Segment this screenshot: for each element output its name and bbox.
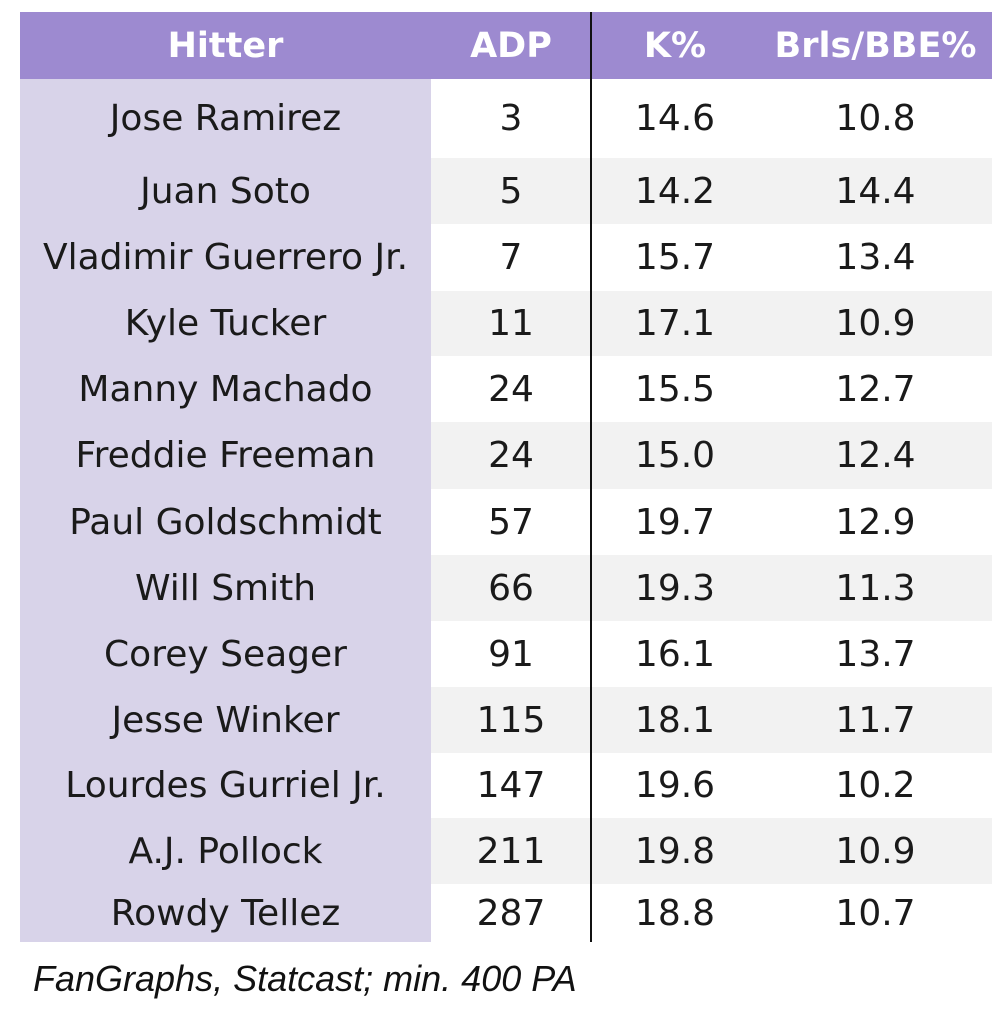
cell-adp: 5 xyxy=(431,158,591,224)
cell-hitter: Paul Goldschmidt xyxy=(20,489,431,555)
cell-hitter: A.J. Pollock xyxy=(20,818,431,884)
cell-k-pct: 19.3 xyxy=(591,555,759,621)
cell-hitter: Jesse Winker xyxy=(20,687,431,753)
cell-adp: 211 xyxy=(431,818,591,884)
header-hitter: Hitter xyxy=(167,25,284,66)
cell-adp: 3 xyxy=(499,98,523,139)
cell-hitter: Rowdy Tellez xyxy=(20,884,431,942)
cell-brls-bbe-pct: 13.7 xyxy=(835,633,916,675)
cell-hitter: Lourdes Gurriel Jr. xyxy=(20,753,431,818)
cell-brls-bbe-pct: 11.7 xyxy=(759,687,992,753)
cell-k-pct: 15.0 xyxy=(591,422,759,489)
table-row: A.J. Pollock 211 19.8 10.9 xyxy=(20,818,992,884)
table-row: Paul Goldschmidt 57 19.7 12.9 xyxy=(20,489,992,555)
cell-k-pct: 15.5 xyxy=(634,368,716,410)
header-adp: ADP xyxy=(470,25,552,66)
cell-k-pct: 16.1 xyxy=(634,633,716,675)
cell-brls-bbe-pct: 10.2 xyxy=(835,765,916,806)
cell-adp: 24 xyxy=(431,422,591,489)
cell-hitter: Juan Soto xyxy=(20,158,431,224)
cell-brls-bbe-pct: 10.9 xyxy=(759,818,992,884)
cell-adp: 66 xyxy=(431,555,591,621)
cell-adp: 115 xyxy=(431,687,591,753)
cell-brls-bbe-pct: 12.9 xyxy=(835,501,916,543)
table-row: Vladimir Guerrero Jr. 7 15.7 13.4 xyxy=(20,224,992,291)
source-note: FanGraphs, Statcast; min. 400 PA xyxy=(33,958,577,999)
cell-k-pct: 18.8 xyxy=(634,892,716,934)
cell-hitter: Jose Ramirez xyxy=(20,79,431,158)
cell-k-pct: 15.7 xyxy=(634,237,716,278)
cell-hitter: Manny Machado xyxy=(20,356,431,422)
cell-k-pct: 19.7 xyxy=(634,501,716,543)
table-header-row: Hitter ADP K% Brls/BBE% xyxy=(20,12,992,79)
cell-k-pct: 19.8 xyxy=(591,818,759,884)
cell-k-pct: 17.1 xyxy=(591,291,759,356)
table-row: Corey Seager 91 16.1 13.7 xyxy=(20,621,992,687)
table-row: Jesse Winker 115 18.1 11.7 xyxy=(20,687,992,753)
header-brls-bbe-pct: Brls/BBE% xyxy=(774,25,977,66)
cell-brls-bbe-pct: 10.9 xyxy=(759,291,992,356)
cell-brls-bbe-pct: 10.7 xyxy=(835,892,916,934)
table-row: Kyle Tucker 11 17.1 10.9 xyxy=(20,291,992,356)
cell-adp: 147 xyxy=(476,765,546,806)
cell-adp: 11 xyxy=(431,291,591,356)
table-row: Manny Machado 24 15.5 12.7 xyxy=(20,356,992,422)
table-row: Jose Ramirez 3 14.6 10.8 xyxy=(20,79,992,158)
table-row: Will Smith 66 19.3 11.3 xyxy=(20,555,992,621)
cell-adp: 91 xyxy=(488,633,534,675)
cell-k-pct: 14.6 xyxy=(634,98,716,139)
cell-brls-bbe-pct: 10.8 xyxy=(835,98,916,139)
table-row: Freddie Freeman 24 15.0 12.4 xyxy=(20,422,992,489)
cell-brls-bbe-pct: 12.4 xyxy=(759,422,992,489)
cell-adp: 24 xyxy=(488,368,534,410)
table-row: Rowdy Tellez 287 18.8 10.7 xyxy=(20,884,992,942)
cell-adp: 7 xyxy=(499,237,523,278)
cell-brls-bbe-pct: 14.4 xyxy=(759,158,992,224)
cell-brls-bbe-pct: 13.4 xyxy=(835,237,916,278)
table-row: Juan Soto 5 14.2 14.4 xyxy=(20,158,992,224)
header-k-pct: K% xyxy=(643,25,707,66)
column-divider xyxy=(590,12,592,942)
table-row: Lourdes Gurriel Jr. 147 19.6 10.2 xyxy=(20,753,992,818)
cell-hitter: Kyle Tucker xyxy=(20,291,431,356)
cell-k-pct: 19.6 xyxy=(634,765,716,806)
cell-adp: 57 xyxy=(488,501,534,543)
cell-k-pct: 14.2 xyxy=(591,158,759,224)
stats-table: Hitter ADP K% Brls/BBE% Jose Ramirez 3 14.… xyxy=(20,12,992,942)
cell-brls-bbe-pct: 11.3 xyxy=(759,555,992,621)
cell-hitter: Corey Seager xyxy=(20,621,431,687)
cell-brls-bbe-pct: 12.7 xyxy=(835,368,916,410)
cell-hitter: Freddie Freeman xyxy=(20,422,431,489)
cell-k-pct: 18.1 xyxy=(591,687,759,753)
cell-adp: 287 xyxy=(476,892,546,934)
cell-hitter: Vladimir Guerrero Jr. xyxy=(20,224,431,291)
cell-hitter: Will Smith xyxy=(20,555,431,621)
